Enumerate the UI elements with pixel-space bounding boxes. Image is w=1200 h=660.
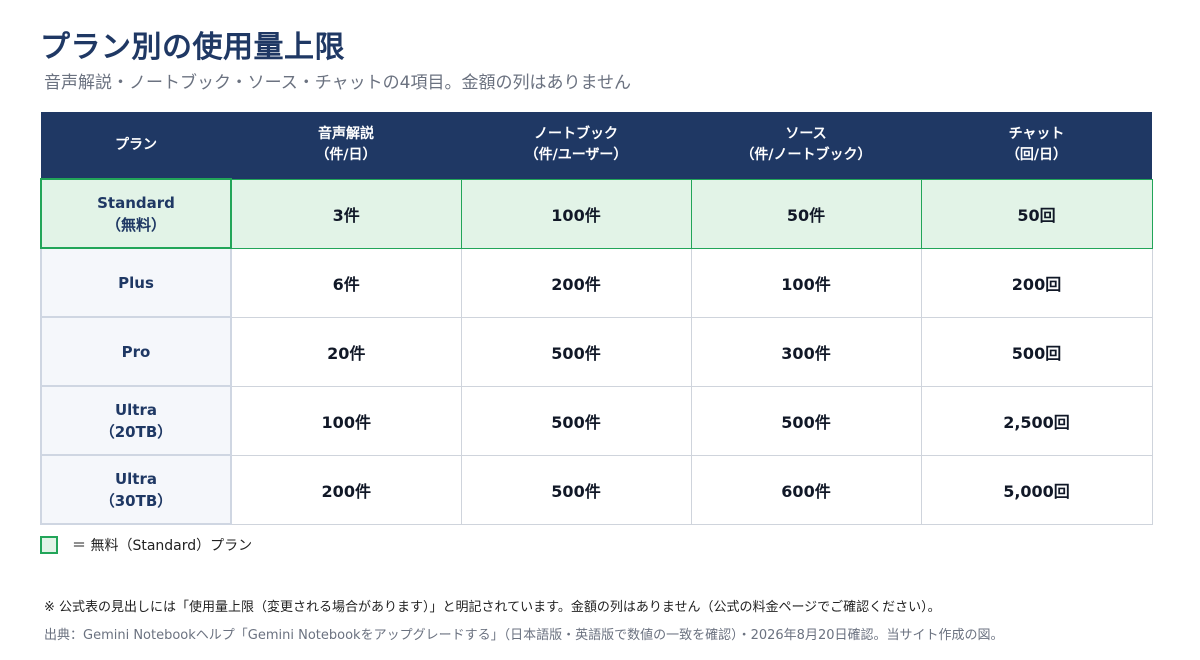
plan-name-cell: Standard （無料） [40,178,232,249]
audio-limit-cell: 3件 [230,178,462,249]
source-limit-cell: 100件 [690,247,922,318]
footnote: ※ 公式表の見出しには「使用量上限（変更される場合があります）」と明記されていま… [44,600,941,615]
notebook-limit-cell: 200件 [460,247,692,318]
source-credit: 出典：Gemini Notebookヘルプ「Gemini Notebookをアッ… [44,628,1004,643]
source-limit-cell: 50件 [690,178,922,249]
notebook-limit-cell: 500件 [460,385,692,456]
chat-limit-cell: 200回 [920,247,1153,318]
column-header-line2: （件/ノートブック） [740,147,872,164]
table-row-ultra-20tb: Ultra （20TB） 100件 500件 500件 2,500回 [40,385,1153,456]
source-limit-cell: 300件 [690,316,922,387]
audio-limit-cell: 6件 [230,247,462,318]
column-header-sources: ソース （件/ノートブック） [691,112,921,179]
legend-label: ＝ 無料（Standard）プラン [72,538,253,554]
usage-limits-table: プラン 音声解説 （件/日） ノートブック （件/ユーザー） ソース （件/ノー… [40,112,1153,525]
column-header-line1: 音声解説 [318,126,374,143]
notebook-limit-cell: 100件 [460,178,692,249]
table-body: Standard （無料） 3件 100件 50件 50回 Plus 6件 20… [40,178,1153,525]
header-row: プラン 音声解説 （件/日） ノートブック （件/ユーザー） ソース （件/ノー… [41,112,1152,179]
table-header: プラン 音声解説 （件/日） ノートブック （件/ユーザー） ソース （件/ノー… [41,112,1152,179]
column-header-line1: ノートブック [534,126,618,143]
plan-name-cell: Ultra （20TB） [40,385,232,456]
column-header-plan: プラン [41,112,231,179]
column-header-line2: （件/ユーザー） [524,147,628,164]
column-header-notebooks: ノートブック （件/ユーザー） [461,112,691,179]
table-row-standard: Standard （無料） 3件 100件 50件 50回 [40,178,1153,249]
plan-name: Ultra [114,469,157,488]
plan-name: Ultra [114,400,157,419]
audio-limit-cell: 100件 [230,385,462,456]
notebook-limit-cell: 500件 [460,454,692,525]
page-subtitle: 音声解説・ノートブック・ソース・チャットの4項目。金額の列はありません [44,73,631,93]
table-row-pro: Pro 20件 500件 300件 500回 [40,316,1153,387]
column-header-line1: プラン [115,136,157,153]
plan-qualifier: （30TB） [99,491,173,510]
chat-limit-cell: 5,000回 [920,454,1153,525]
source-limit-cell: 600件 [690,454,922,525]
column-header-chat: チャット （回/日） [921,112,1152,179]
audio-limit-cell: 200件 [230,454,462,525]
table-row-plus: Plus 6件 200件 100件 200回 [40,247,1153,318]
column-header-line1: ソース [785,126,827,143]
table-row-ultra-30tb: Ultra （30TB） 200件 500件 600件 5,000回 [40,454,1153,525]
plan-name: Pro [121,342,151,361]
chat-limit-cell: 2,500回 [920,385,1153,456]
plan-name-cell: Ultra （30TB） [40,454,232,525]
plan-name-cell: Pro [40,316,232,387]
source-limit-cell: 500件 [690,385,922,456]
plan-name: Plus [118,273,154,292]
column-header-audio: 音声解説 （件/日） [231,112,461,179]
chat-limit-cell: 500回 [920,316,1153,387]
notebook-limit-cell: 500件 [460,316,692,387]
legend: ＝ 無料（Standard）プラン [40,534,252,556]
plan-name: Standard [97,193,175,212]
audio-limit-cell: 20件 [230,316,462,387]
plan-name-cell: Plus [40,247,232,318]
plan-qualifier: （20TB） [99,422,173,441]
legend-swatch [40,536,58,554]
page-title: プラン別の使用量上限 [40,30,345,65]
column-header-line2: （回/日） [1005,147,1068,164]
plan-qualifier: （無料） [105,215,166,234]
column-header-line2: （件/日） [315,147,377,164]
column-header-line1: チャット [1008,126,1065,143]
chat-limit-cell: 50回 [920,178,1153,249]
